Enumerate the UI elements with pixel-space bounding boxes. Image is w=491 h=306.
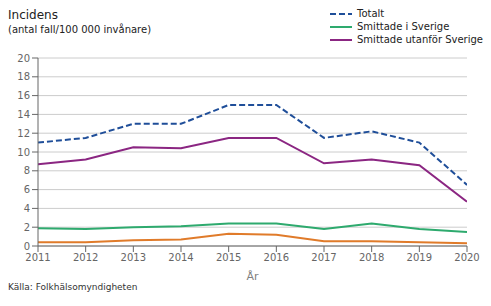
svg-text:4: 4 xyxy=(24,203,30,214)
svg-text:8: 8 xyxy=(24,165,30,176)
svg-text:18: 18 xyxy=(17,71,30,82)
svg-text:14: 14 xyxy=(17,109,30,120)
svg-text:År: År xyxy=(246,270,259,280)
svg-text:6: 6 xyxy=(24,184,30,195)
svg-text:2019: 2019 xyxy=(407,252,432,263)
html-text:Incidens: Incidens xyxy=(8,8,58,22)
svg-text:2015: 2015 xyxy=(216,252,241,263)
svg-text:16: 16 xyxy=(17,90,30,101)
svg-text:2017: 2017 xyxy=(311,252,336,263)
svg-text:2018: 2018 xyxy=(359,252,384,263)
svg-text:2016: 2016 xyxy=(264,252,289,263)
html-text:Smittade i Sverige: Smittade i Sverige xyxy=(357,21,450,32)
svg-text:2: 2 xyxy=(24,222,30,233)
html-text:Smittade utanför Sverige: Smittade utanför Sverige xyxy=(357,34,483,45)
html-text:Totalt: Totalt xyxy=(357,8,385,19)
svg-text:12: 12 xyxy=(17,128,30,139)
html-text:(antal fall/100 000 invånare): (antal fall/100 000 invånare) xyxy=(8,24,152,35)
svg-text:2014: 2014 xyxy=(168,252,193,263)
svg-text:2011: 2011 xyxy=(25,252,50,263)
svg-text:20: 20 xyxy=(17,53,30,64)
svg-text:0: 0 xyxy=(24,241,30,252)
svg-text:10: 10 xyxy=(17,147,30,158)
svg-text:2013: 2013 xyxy=(121,252,146,263)
svg-text:2012: 2012 xyxy=(73,252,98,263)
html-text:Källa: Folkhälsomyndigheten: Källa: Folkhälsomyndigheten xyxy=(8,282,138,292)
svg-text:2020: 2020 xyxy=(454,252,479,263)
